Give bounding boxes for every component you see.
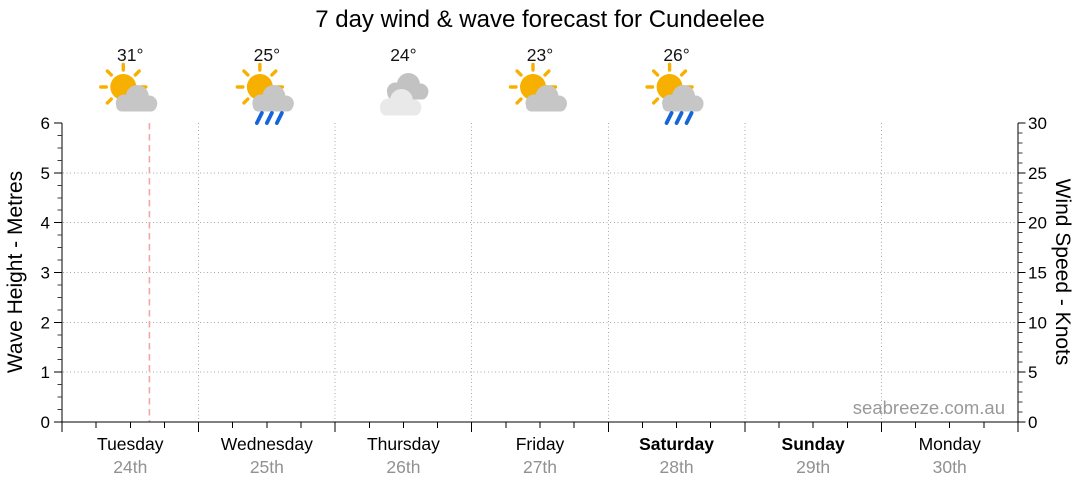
sun-ray <box>651 97 660 105</box>
right-axis-tick-label: 10 <box>1028 313 1047 332</box>
left-axis-tick-label: 3 <box>41 264 50 283</box>
watermark: seabreeze.com.au <box>852 397 1005 418</box>
temperature-label: 24° <box>390 45 416 65</box>
day-name-label: Tuesday <box>97 434 164 454</box>
right-axis-tick-label: 30 <box>1028 114 1047 133</box>
sun-ray <box>651 69 660 77</box>
cloud-icon-part <box>380 104 421 116</box>
temperature-label: 26° <box>663 45 689 65</box>
cloud-icon-part <box>116 100 157 112</box>
left-axis-tick-label: 0 <box>41 413 50 432</box>
sun-ray <box>543 69 551 77</box>
sun-ray <box>242 97 250 105</box>
day-date-label: 26th <box>386 457 420 477</box>
rain-streak <box>274 111 284 125</box>
right-axis-tick-label: 20 <box>1028 214 1047 233</box>
sun-ray <box>242 69 250 77</box>
day-date-label: 29th <box>796 457 830 477</box>
rain-streak <box>664 111 674 125</box>
right-axis-tick-label: 0 <box>1028 413 1037 432</box>
day-name-label: Saturday <box>639 434 714 454</box>
temperature-label: 23° <box>527 45 553 65</box>
right-axis-tick-label: 25 <box>1028 164 1047 183</box>
day-date-label: 30th <box>933 457 967 477</box>
rain-streak <box>264 111 274 125</box>
cloud-icon-part <box>252 100 293 112</box>
day-name-label: Sunday <box>782 434 845 454</box>
day-date-label: 25th <box>250 457 284 477</box>
sun-ray <box>133 69 141 77</box>
sun-ray <box>270 69 278 77</box>
rain-streak <box>254 111 264 125</box>
rain-streak <box>684 111 694 125</box>
sun-ray <box>105 97 113 105</box>
chart-title: 7 day wind & wave forecast for Cundeelee <box>315 6 765 33</box>
day-name-label: Monday <box>919 434 982 454</box>
sun-ray <box>515 97 523 105</box>
cloud-icon-part <box>526 100 566 112</box>
rain-streak <box>674 111 684 125</box>
day-date-label: 24th <box>113 457 147 477</box>
sun-ray <box>679 69 688 77</box>
day-date-label: 28th <box>660 457 694 477</box>
temperature-label: 31° <box>117 45 143 65</box>
day-name-label: Thursday <box>367 434 440 454</box>
temperature-label: 25° <box>254 45 280 65</box>
right-axis-tick-label: 15 <box>1028 264 1047 283</box>
left-axis-tick-label: 2 <box>41 313 50 332</box>
day-name-label: Wednesday <box>221 434 313 454</box>
day-date-label: 27th <box>523 457 557 477</box>
left-axis-tick-label: 6 <box>41 114 50 133</box>
right-axis-tick-label: 5 <box>1028 363 1037 382</box>
sun-ray <box>105 69 113 77</box>
cloud-icon-part <box>662 100 703 112</box>
left-axis-tick-label: 4 <box>41 214 50 233</box>
day-name-label: Friday <box>516 434 565 454</box>
sun-ray <box>515 69 523 77</box>
left-axis-tick-label: 1 <box>41 363 50 382</box>
left-axis-tick-label: 5 <box>41 164 50 183</box>
